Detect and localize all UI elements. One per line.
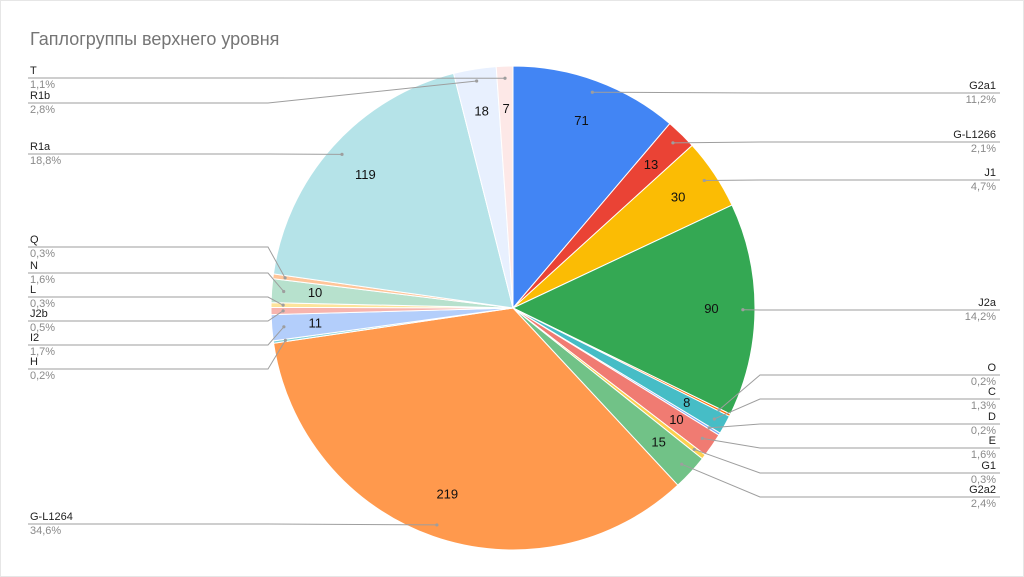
leader-line	[28, 310, 284, 322]
leader-dot	[282, 289, 286, 294]
leader-line	[702, 437, 1000, 449]
slice-value-label: 30	[671, 189, 685, 204]
percent-label: 2,8%	[30, 104, 55, 116]
leader-dot	[435, 523, 439, 527]
slice-value-label: 10	[669, 412, 683, 427]
percent-label: 0,2%	[30, 370, 55, 382]
leader-line	[28, 340, 286, 370]
slice-value-label: 7	[502, 101, 509, 116]
legend-label: I2	[30, 332, 39, 344]
slice-value-label: 15	[651, 434, 665, 449]
legend-label: N	[30, 260, 38, 272]
legend-label: G-L1266	[953, 129, 996, 141]
percent-label: 0,2%	[971, 425, 996, 437]
leader-line	[592, 91, 1000, 94]
legend-label: E	[989, 435, 996, 447]
leader-dot	[680, 462, 684, 466]
leader-dot	[702, 178, 706, 183]
percent-label: 14,2%	[965, 311, 996, 323]
slice-value-label: 71	[574, 113, 588, 128]
legend-label: D	[988, 411, 996, 423]
legend-label: H	[30, 356, 38, 368]
legend-label: G2a2	[969, 484, 996, 496]
legend-label: Q	[30, 234, 39, 246]
slice-value-label: 119	[355, 167, 376, 182]
leader-line	[28, 296, 284, 306]
leader-dot	[671, 141, 675, 145]
percent-label: 4,7%	[971, 181, 996, 193]
leader-dot	[281, 303, 285, 307]
leader-line	[28, 246, 286, 279]
leader-dot	[590, 90, 594, 94]
leader-line	[681, 463, 1000, 498]
percent-label: 34,6%	[30, 525, 61, 537]
percent-label: 1,1%	[30, 79, 55, 91]
leader-line	[714, 398, 1000, 420]
legend-label: G-L1264	[30, 511, 73, 523]
slice-value-label: 18	[474, 103, 488, 118]
percent-label: 1,6%	[971, 449, 996, 461]
slice-value-label: 90	[704, 301, 718, 316]
pie-slice	[272, 72, 514, 309]
leader-line	[718, 374, 1000, 411]
leader-dot	[281, 309, 285, 313]
percent-label: 11,2%	[966, 94, 997, 106]
leader-line	[709, 423, 1000, 429]
pie-slice	[512, 65, 671, 310]
percent-label: 2,1%	[971, 143, 996, 155]
slice-value-label: 11	[308, 316, 322, 331]
leader-line	[672, 141, 1000, 144]
leader-line	[28, 80, 477, 104]
pie-slice	[273, 307, 679, 551]
leader-dot	[707, 426, 711, 430]
leader-dot	[283, 338, 287, 343]
percent-label: 0,3%	[30, 298, 55, 310]
percent-label: 1,6%	[30, 274, 55, 286]
percent-label: 0,5%	[30, 322, 55, 334]
legend-label: R1a	[30, 141, 51, 153]
leader-dot	[712, 417, 716, 421]
slice-value-label: 13	[644, 157, 658, 172]
leader-dot	[340, 152, 344, 156]
slice-value-label: 8	[683, 395, 690, 410]
leader-line	[28, 326, 285, 346]
legend-label: J1	[984, 167, 996, 179]
percent-label: 18,8%	[30, 155, 61, 167]
percent-label: 1,7%	[30, 346, 55, 358]
leader-dot	[282, 325, 286, 329]
legend-label: L	[30, 284, 36, 296]
percent-label: 0,3%	[971, 474, 996, 486]
legend-label: G2a1	[969, 80, 996, 92]
slice-value-label: 10	[308, 285, 322, 300]
percent-label: 0,2%	[971, 376, 996, 388]
percent-label: 0,3%	[30, 248, 55, 260]
leader-dot	[692, 447, 696, 452]
leader-dot	[503, 76, 507, 80]
pie-slice	[495, 65, 514, 309]
legend-label: O	[987, 362, 996, 374]
legend-label: C	[988, 386, 996, 398]
legend-label: R1b	[30, 90, 50, 102]
leader-line	[28, 523, 437, 526]
leader-dot	[717, 408, 721, 412]
leader-dot	[700, 436, 704, 440]
leader-line	[694, 448, 1000, 474]
percent-label: 2,4%	[971, 498, 996, 510]
legend-label: T	[30, 65, 37, 77]
leader-dot	[475, 79, 479, 83]
leader-line	[28, 272, 285, 292]
legend-label: G1	[981, 460, 996, 472]
legend-label: J2b	[30, 308, 48, 320]
slice-value-label: 219	[436, 487, 458, 502]
chart-title: Гаплогруппы верхнего уровня	[30, 29, 279, 49]
leader-dot	[741, 308, 745, 312]
percent-label: 1,3%	[971, 400, 996, 412]
legend-label: J2a	[978, 297, 997, 309]
leader-dot	[283, 276, 287, 280]
